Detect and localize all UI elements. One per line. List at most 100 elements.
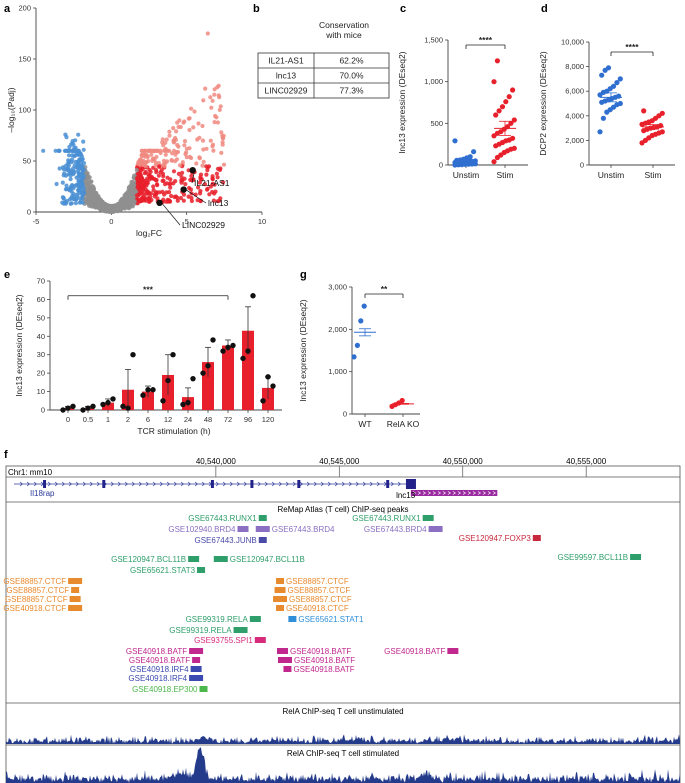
- volcano-point: [148, 148, 154, 153]
- chip-peak: [422, 515, 434, 521]
- volcano-point: [187, 116, 192, 121]
- replicate-point: [225, 344, 231, 351]
- table-gene: LINC02929: [264, 86, 307, 96]
- lnc13-strand-arrow: [432, 491, 437, 495]
- volcano-point: [197, 135, 202, 140]
- volcano-point: [178, 195, 183, 201]
- volcano-point: [161, 158, 167, 163]
- volcano-point: [219, 130, 224, 135]
- volcano-point: [92, 198, 97, 203]
- volcano-point: [174, 129, 179, 134]
- replicate-point: [110, 396, 116, 402]
- data-point: [508, 120, 514, 126]
- panel-letter-d: d: [541, 3, 548, 15]
- data-point: [467, 154, 473, 160]
- strand-arrow: [33, 481, 37, 487]
- lnc13-strand-arrow: [447, 491, 452, 495]
- panel-letter-g: g: [300, 269, 307, 281]
- volcano-point: [201, 147, 206, 152]
- volcano-point: [104, 207, 109, 212]
- volcano-point: [80, 184, 85, 189]
- x-tick-label: 24: [184, 415, 192, 424]
- volcano-point: [65, 198, 70, 204]
- volcano-point: [140, 178, 145, 183]
- strand-arrow: [222, 481, 226, 487]
- highlight-point: [156, 199, 163, 207]
- volcano-point: [101, 201, 106, 206]
- volcano-point: [60, 180, 65, 185]
- volcano-point: [135, 176, 140, 181]
- volcano-point: [207, 192, 212, 197]
- volcano-point: [136, 161, 141, 166]
- volcano-point: [181, 198, 186, 203]
- volcano-point: [64, 135, 69, 140]
- x-tick-label: 6: [146, 415, 150, 424]
- coord-label: 40,540,000: [196, 457, 237, 466]
- volcano-point: [149, 197, 154, 203]
- volcano-point: [211, 198, 216, 203]
- y-tick-label: 50: [23, 157, 31, 166]
- volcano-point: [81, 173, 86, 179]
- significance-stars: ****: [479, 35, 493, 45]
- volcano-point: [221, 162, 227, 167]
- volcano-point: [192, 109, 197, 114]
- replicate-point: [180, 401, 186, 408]
- il18rap-exon: [386, 480, 390, 488]
- volcano-point: [141, 161, 146, 166]
- volcano-point: [196, 121, 201, 126]
- lnc13-strand-arrow: [442, 491, 447, 495]
- chip-peak: [630, 554, 642, 560]
- volcano-point: [220, 142, 225, 147]
- strand-arrow: [96, 481, 100, 487]
- volcano-point: [212, 120, 217, 125]
- data-point: [659, 129, 665, 135]
- strand-arrow: [348, 481, 352, 487]
- volcano-point: [175, 120, 180, 125]
- volcano-point: [90, 192, 95, 198]
- volcano-point: [129, 190, 134, 195]
- volcano-point: [124, 200, 129, 205]
- y-tick-label: 2,000: [565, 136, 584, 145]
- volcano-point: [135, 181, 140, 186]
- data-point: [610, 83, 617, 89]
- volcano-point: [152, 149, 157, 154]
- y-tick-label: 20: [37, 369, 45, 378]
- il18rap-exon: [297, 480, 301, 488]
- chip-peak: [277, 657, 292, 663]
- volcano-point: [72, 148, 77, 153]
- data-point: [399, 397, 405, 404]
- volcano-point: [194, 161, 199, 166]
- lnc13-strand-arrow: [452, 491, 457, 495]
- strand-arrow: [89, 481, 93, 487]
- chip-peak: [213, 556, 228, 562]
- chip-peak-label: GSE40918.BATF: [290, 647, 351, 656]
- volcano-point: [85, 175, 90, 181]
- category-label: WT: [358, 419, 371, 429]
- x-tick-label: 72: [224, 415, 232, 424]
- y-tick-label: 0: [580, 161, 584, 170]
- volcano-point: [163, 146, 168, 151]
- volcano-point: [163, 152, 168, 157]
- volcano-point: [118, 198, 123, 203]
- y-tick-label: 4,000: [565, 111, 584, 120]
- y-tick-label: 3,000: [328, 283, 347, 292]
- lnc13-transcript: [410, 490, 498, 496]
- volcano-point: [167, 133, 172, 138]
- volcano-point: [214, 171, 219, 176]
- volcano-point: [158, 170, 163, 175]
- strand-arrow: [299, 481, 303, 487]
- genome-browser: Chr1: mm10 40,540,000 40,545,000 40,550,000…: [3, 457, 681, 783]
- x-tick-label: 0: [66, 415, 70, 424]
- volcano-point: [161, 143, 166, 148]
- chip-peak-label: GSE88857.CTCF: [5, 595, 68, 604]
- table-gene: lnc13: [276, 71, 297, 81]
- volcano-point: [217, 107, 222, 112]
- volcano-point: [189, 198, 194, 204]
- volcano-point: [146, 159, 151, 164]
- y-tick-label: 0: [439, 161, 443, 170]
- coord-label: 40,555,000: [566, 457, 607, 466]
- data-point: [511, 145, 517, 151]
- chip-peak: [68, 578, 83, 584]
- x-axis-label: log₂FC: [136, 228, 162, 238]
- volcano-point: [66, 153, 72, 158]
